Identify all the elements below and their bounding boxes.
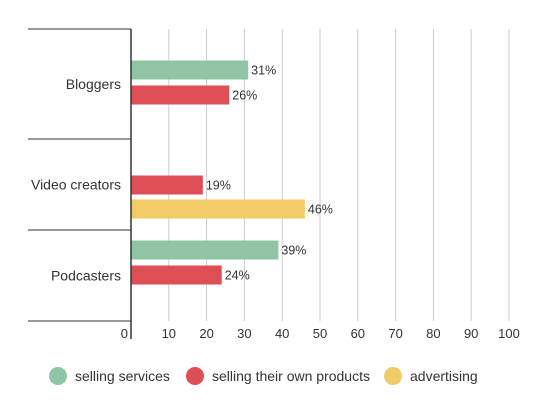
data-label: 26% — [232, 89, 257, 103]
bar — [131, 85, 230, 105]
labels: Bloggers Video creators Podcasters 31% 26% 19… — [31, 64, 520, 342]
legend-item[interactable]: advertising — [384, 367, 478, 385]
legend-swatch — [384, 367, 402, 385]
bar — [131, 175, 203, 195]
data-label: 31% — [251, 64, 276, 78]
category-label: Podcasters — [51, 268, 121, 284]
x-tick-label: 70 — [388, 326, 402, 341]
x-tick-label: 80 — [426, 326, 440, 341]
legend-item[interactable]: selling services — [49, 367, 170, 385]
x-tick-label: 100 — [498, 326, 520, 341]
data-label: 19% — [206, 179, 231, 193]
legend-label: advertising — [410, 368, 478, 384]
category-label: Video creators — [31, 177, 121, 193]
x-tick-label: 50 — [313, 326, 327, 341]
data-label: 24% — [225, 269, 250, 283]
legend-swatch — [49, 367, 67, 385]
legend[interactable]: selling services selling their own produc… — [49, 367, 478, 385]
legend-label: selling their own products — [212, 368, 370, 384]
x-tick-label: 60 — [351, 326, 365, 341]
data-label: 39% — [281, 244, 306, 258]
bar — [131, 265, 222, 285]
legend-swatch — [186, 367, 204, 385]
bar — [131, 240, 279, 260]
legend-label: selling services — [75, 368, 170, 384]
x-tick-label: 30 — [237, 326, 251, 341]
x-tick-label: 20 — [199, 326, 213, 341]
x-tick-label: 10 — [162, 326, 176, 341]
axes — [28, 28, 132, 339]
data-label: 46% — [308, 203, 333, 217]
x-tick-label: 40 — [275, 326, 289, 341]
category-label: Bloggers — [66, 76, 121, 92]
x-tick-label: 0 — [121, 326, 128, 341]
bars — [131, 60, 305, 285]
legend-item[interactable]: selling their own products — [186, 367, 370, 385]
bar — [131, 199, 305, 219]
x-tick-label: 90 — [464, 326, 478, 341]
bar — [131, 60, 249, 80]
